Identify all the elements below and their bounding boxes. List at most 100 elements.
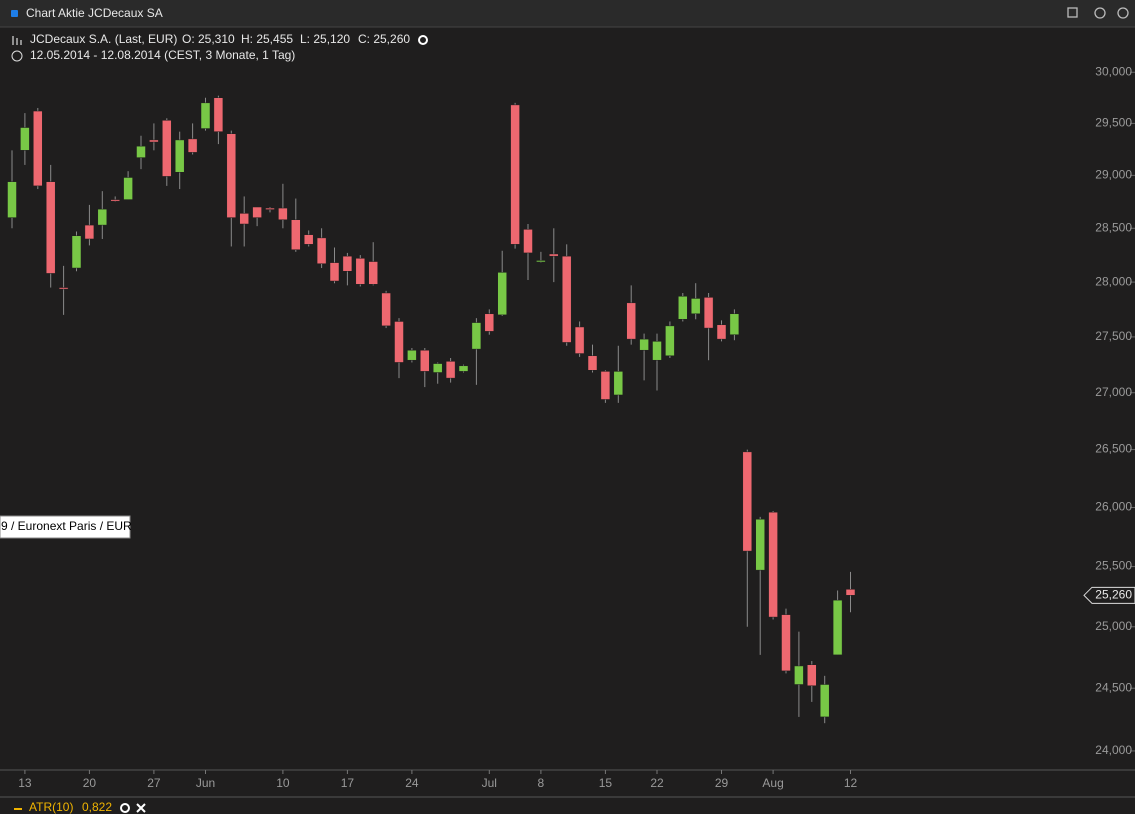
candle-body (97, 208, 108, 226)
candle-body (213, 97, 224, 132)
candle-body (20, 127, 30, 151)
candle-body (845, 589, 856, 596)
y-tick-label: 28,500 (1095, 220, 1132, 234)
candle-body (729, 313, 740, 335)
last-price-marker (1083, 586, 1135, 604)
y-tick-label: 25,500 (1095, 559, 1132, 573)
candle-body (832, 599, 843, 656)
candle-body (355, 258, 366, 285)
candle-body (652, 341, 662, 361)
candle-body (420, 349, 430, 372)
candle-body (703, 297, 714, 329)
candle-body (471, 322, 482, 350)
indicator-options[interactable] (120, 803, 130, 813)
candle-body (162, 120, 172, 177)
candle-body (239, 213, 249, 225)
candle-body (123, 177, 133, 200)
y-tick-label: 28,000 (1095, 274, 1132, 288)
candle-body (110, 199, 120, 202)
clock-icon (11, 50, 23, 62)
x-tick-label: 17 (341, 776, 355, 790)
candle-body (149, 139, 159, 143)
candle-body (807, 664, 817, 686)
candle-body (781, 614, 791, 672)
exchange-box (0, 515, 131, 539)
x-tick-label: 27 (147, 776, 161, 790)
candle-body (768, 511, 778, 618)
candle-body (561, 255, 572, 343)
x-tick-label: 29 (715, 776, 729, 790)
ohlc-open: O: 25,310 (182, 32, 235, 46)
candle-body (342, 255, 353, 272)
y-tick-label: 27,500 (1095, 329, 1132, 343)
y-tick-label: 29,500 (1095, 116, 1132, 130)
x-tick-label: 22 (650, 776, 664, 790)
candle-body (329, 262, 340, 282)
x-tick-label: 12 (844, 776, 858, 790)
settings-button[interactable] (1094, 7, 1106, 19)
candle-body (678, 296, 688, 320)
candle-body (45, 181, 56, 274)
options-button[interactable] (418, 35, 428, 45)
candle-body (58, 287, 69, 290)
x-tick-label: 15 (599, 776, 613, 790)
candle-body (394, 321, 404, 363)
candle-body (626, 302, 636, 340)
candle-body (458, 365, 469, 372)
indicator-name: ATR(10) (29, 800, 73, 814)
candle-body (303, 234, 314, 245)
window-buttons[interactable] (1067, 7, 1129, 19)
candle-body (716, 324, 727, 340)
candle-body (445, 361, 456, 379)
candle-body (549, 253, 559, 257)
x-tick-label: 13 (18, 776, 32, 790)
x-tick-label: 20 (83, 776, 97, 790)
candle-body (794, 665, 804, 685)
candle-body (523, 229, 533, 254)
candle-body (174, 139, 185, 173)
y-tick-label: 26,000 (1095, 500, 1132, 514)
y-tick-label: 26,500 (1095, 442, 1132, 456)
y-tick-label: 29,000 (1095, 168, 1132, 182)
candle-body (536, 260, 546, 263)
candle-body (690, 298, 701, 315)
candle-body (510, 104, 520, 245)
candle-body (613, 371, 624, 396)
exchange-label: 9 / Euronext Paris / EUR (1, 519, 132, 533)
candle-body (316, 237, 327, 264)
close-button[interactable] (1117, 7, 1129, 19)
indicator-value: 0,822 (82, 800, 112, 814)
ohlc-high: H: 25,455 (241, 32, 293, 46)
candle-body (278, 207, 288, 221)
candle-body (226, 133, 237, 218)
chart-icon (12, 36, 22, 45)
export-button[interactable] (1067, 7, 1078, 18)
window-icon (11, 10, 18, 17)
y-tick-label: 27,000 (1095, 385, 1132, 399)
candle-body (600, 371, 611, 400)
y-tick-label: 30,000 (1095, 64, 1132, 78)
candle-body (84, 224, 95, 240)
candle-body (71, 235, 82, 269)
ohlc-close: C: 25,260 (358, 32, 410, 46)
candle-body (497, 272, 507, 316)
y-tick-label: 25,000 (1095, 619, 1132, 633)
x-tick-label: Jun (196, 776, 215, 790)
x-tick-label: Jul (482, 776, 497, 790)
x-tick-label: Aug (762, 776, 783, 790)
x-tick-label: 8 (538, 776, 545, 790)
ohlc-low: L: 25,120 (300, 32, 350, 46)
candle-body (136, 145, 146, 158)
candle-body (252, 206, 262, 218)
candle-body (265, 207, 275, 210)
candle-body (432, 363, 443, 373)
candle-body (7, 181, 17, 218)
candle-body (639, 338, 649, 351)
x-tick-label: 24 (405, 776, 419, 790)
candle-body (200, 102, 211, 129)
indicator-close[interactable] (136, 803, 146, 813)
y-tick-label: 24,500 (1095, 680, 1132, 694)
